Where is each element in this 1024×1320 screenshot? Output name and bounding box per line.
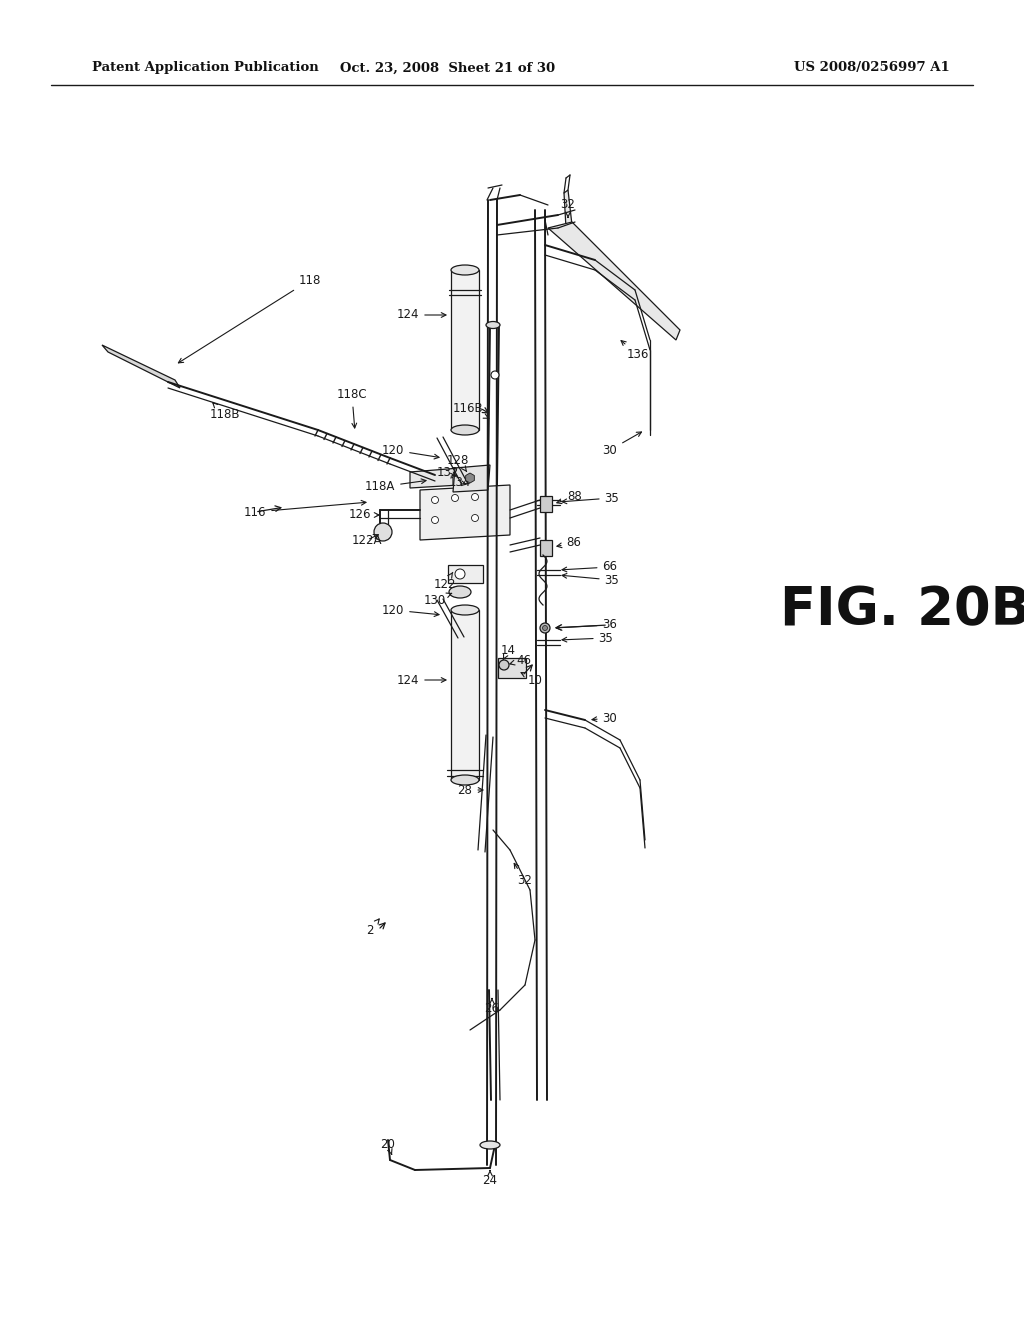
Circle shape <box>499 660 509 671</box>
Text: 20: 20 <box>381 1138 395 1155</box>
Text: 35: 35 <box>562 491 620 504</box>
Bar <box>540 540 552 556</box>
Text: 126: 126 <box>349 508 379 521</box>
Ellipse shape <box>451 605 479 615</box>
Text: 2: 2 <box>367 919 379 936</box>
Ellipse shape <box>480 1140 500 1148</box>
Circle shape <box>490 371 499 379</box>
Circle shape <box>471 515 478 521</box>
Text: 32: 32 <box>514 863 532 887</box>
Bar <box>540 496 552 512</box>
Text: US 2008/0256997 A1: US 2008/0256997 A1 <box>795 62 950 74</box>
Text: 66: 66 <box>562 561 617 573</box>
Ellipse shape <box>451 265 479 275</box>
Text: 10: 10 <box>521 673 543 686</box>
Polygon shape <box>564 190 572 228</box>
Text: 134: 134 <box>449 477 471 490</box>
Text: 118C: 118C <box>337 388 368 428</box>
Text: 132: 132 <box>437 466 459 479</box>
Polygon shape <box>410 469 460 488</box>
Ellipse shape <box>451 425 479 436</box>
Circle shape <box>452 495 459 502</box>
Text: 30: 30 <box>592 711 617 725</box>
Polygon shape <box>420 484 510 540</box>
Text: Oct. 23, 2008  Sheet 21 of 30: Oct. 23, 2008 Sheet 21 of 30 <box>340 62 556 74</box>
Text: 124: 124 <box>396 309 446 322</box>
Circle shape <box>543 626 548 631</box>
Text: 122: 122 <box>434 573 457 590</box>
Text: Patent Application Publication: Patent Application Publication <box>92 62 318 74</box>
Text: 122A: 122A <box>352 533 382 546</box>
Bar <box>449 565 483 583</box>
Text: 124: 124 <box>396 673 446 686</box>
Polygon shape <box>466 473 474 483</box>
Ellipse shape <box>449 586 471 598</box>
Text: 30: 30 <box>603 432 641 457</box>
Bar <box>498 657 526 678</box>
Text: 116: 116 <box>244 500 366 519</box>
Polygon shape <box>453 465 490 492</box>
Text: 130: 130 <box>424 593 452 606</box>
Text: 28: 28 <box>458 784 483 796</box>
Ellipse shape <box>486 322 500 329</box>
Text: 118A: 118A <box>365 479 426 494</box>
Text: 128: 128 <box>446 454 469 471</box>
Circle shape <box>540 623 550 634</box>
Text: 24: 24 <box>482 1171 498 1187</box>
Text: 136: 136 <box>622 341 649 362</box>
Text: 88: 88 <box>557 491 583 504</box>
Text: 35: 35 <box>562 573 620 586</box>
Bar <box>451 610 479 780</box>
Circle shape <box>471 494 478 500</box>
Text: 36: 36 <box>556 619 617 631</box>
Bar <box>451 271 479 430</box>
Ellipse shape <box>451 775 479 785</box>
Text: FIG. 20B: FIG. 20B <box>780 583 1024 636</box>
Polygon shape <box>102 345 180 388</box>
Text: 26: 26 <box>484 999 500 1015</box>
Text: 118: 118 <box>178 273 322 363</box>
Circle shape <box>431 516 438 524</box>
Text: 118B: 118B <box>210 403 241 421</box>
Text: 32: 32 <box>560 198 575 218</box>
Text: 14: 14 <box>501 644 515 660</box>
Text: 116B: 116B <box>453 401 488 418</box>
Text: 86: 86 <box>557 536 582 549</box>
Polygon shape <box>548 222 680 341</box>
Circle shape <box>374 523 392 541</box>
Text: 120: 120 <box>382 444 439 459</box>
Text: 35: 35 <box>562 631 613 644</box>
Circle shape <box>431 496 438 503</box>
Text: 120: 120 <box>382 603 439 616</box>
Circle shape <box>455 569 465 579</box>
Text: 46: 46 <box>510 653 531 667</box>
